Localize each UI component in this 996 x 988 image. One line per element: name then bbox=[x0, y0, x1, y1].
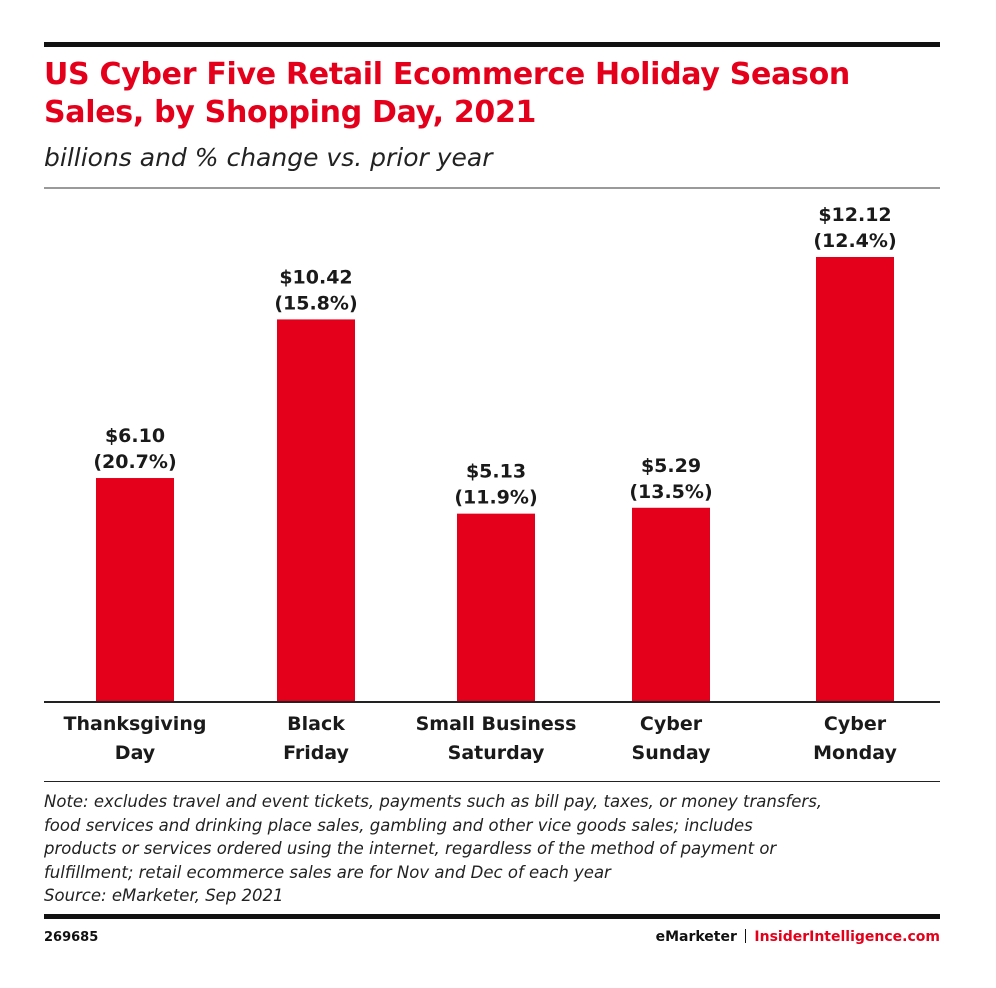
bar-chart: $6.10 (20.7%) $10.42 (15.8%) $5.13 (11.9%) $5.… bbox=[44, 204, 940, 764]
category-label-0-line-0: Thanksgiving bbox=[64, 713, 207, 735]
category-label-1-line-0: Black bbox=[287, 713, 345, 735]
value-label-4: $12.12 bbox=[818, 204, 891, 226]
value-labels-group: $6.10 (20.7%) $10.42 (15.8%) $5.13 (11.9%) $5.… bbox=[93, 204, 896, 509]
note-line-2: food services and drinking place sales, … bbox=[44, 815, 753, 835]
chart-subtitle: billions and % change vs. prior year bbox=[44, 143, 493, 172]
chart-id: 269685 bbox=[44, 930, 99, 945]
category-label-2-line-1: Saturday bbox=[448, 742, 545, 764]
value-label-2: $5.13 bbox=[466, 461, 526, 483]
category-labels-group: Thanksgiving Day Black Friday Small Business… bbox=[64, 713, 898, 764]
bar-3 bbox=[632, 507, 710, 702]
value-label-0: $6.10 bbox=[105, 425, 165, 447]
bar-2 bbox=[457, 513, 535, 702]
change-label-3: (13.5%) bbox=[629, 481, 712, 503]
note-line-3: products or services ordered using the i… bbox=[44, 839, 777, 858]
change-label-2: (11.9%) bbox=[454, 487, 537, 509]
category-label-0-line-1: Day bbox=[115, 742, 156, 764]
subtitle-rule bbox=[44, 187, 940, 189]
source-line: Source: eMarketer, Sep 2021 bbox=[44, 886, 284, 905]
bar-4 bbox=[816, 257, 894, 702]
brand-separator bbox=[744, 929, 747, 943]
brand-emarketer: eMarketer bbox=[655, 929, 737, 945]
category-label-3-line-0: Cyber bbox=[640, 713, 703, 735]
bar-0 bbox=[96, 478, 174, 702]
category-label-3-line-1: Sunday bbox=[632, 742, 712, 764]
note-line-4: fulfillment; retail ecommerce sales are … bbox=[44, 862, 611, 882]
brand-insider-intelligence: InsiderIntelligence.com bbox=[754, 929, 940, 945]
bottom-rule bbox=[44, 914, 940, 919]
bar-1 bbox=[277, 319, 355, 702]
value-label-1: $10.42 bbox=[279, 266, 352, 288]
top-rule bbox=[44, 42, 940, 47]
chart-title: US Cyber Five Retail Ecommerce Holiday S… bbox=[44, 57, 850, 130]
note-line-1: Note: excludes travel and event tickets,… bbox=[44, 792, 823, 811]
brand-footer: eMarketer InsiderIntelligence.com bbox=[656, 929, 940, 945]
change-label-1: (15.8%) bbox=[274, 292, 357, 314]
change-label-0: (20.7%) bbox=[93, 451, 176, 473]
change-label-4: (12.4%) bbox=[813, 230, 896, 252]
note-rule bbox=[44, 781, 940, 782]
category-label-1-line-1: Friday bbox=[283, 742, 349, 764]
category-label-2-line-0: Small Business bbox=[416, 713, 577, 735]
chart-note: Note: excludes travel and event tickets,… bbox=[44, 790, 944, 908]
bars-group bbox=[96, 257, 894, 702]
category-label-4-line-1: Monday bbox=[813, 742, 897, 764]
value-label-3: $5.29 bbox=[641, 455, 701, 477]
category-label-4-line-0: Cyber bbox=[824, 713, 887, 735]
